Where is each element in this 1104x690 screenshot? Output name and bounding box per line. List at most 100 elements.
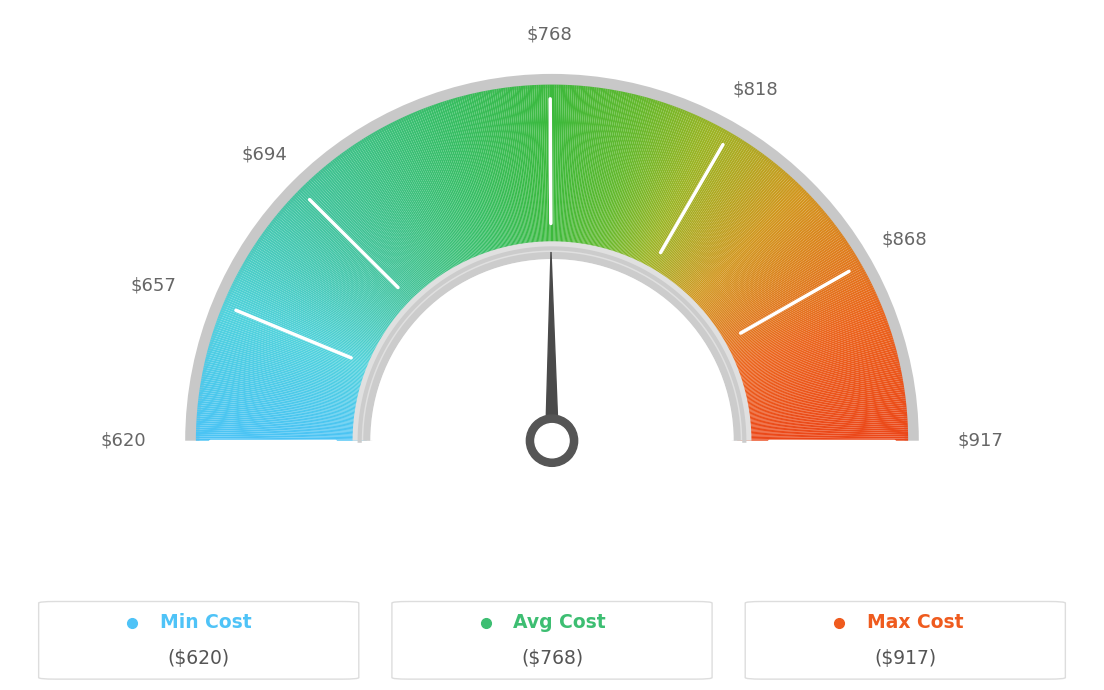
- Wedge shape: [718, 283, 872, 359]
- Wedge shape: [208, 350, 373, 395]
- Wedge shape: [224, 299, 382, 368]
- Wedge shape: [641, 128, 725, 279]
- Wedge shape: [413, 112, 480, 270]
- Wedge shape: [728, 328, 891, 384]
- Wedge shape: [320, 169, 432, 300]
- Wedge shape: [195, 436, 367, 440]
- Wedge shape: [694, 212, 827, 323]
- FancyBboxPatch shape: [39, 602, 359, 679]
- Wedge shape: [347, 149, 446, 290]
- Wedge shape: [332, 159, 438, 295]
- Wedge shape: [692, 208, 824, 321]
- Wedge shape: [686, 194, 810, 313]
- Wedge shape: [365, 137, 456, 283]
- Wedge shape: [216, 318, 379, 378]
- Wedge shape: [204, 361, 372, 400]
- Wedge shape: [289, 199, 416, 315]
- Wedge shape: [708, 248, 852, 342]
- Wedge shape: [682, 187, 804, 310]
- Wedge shape: [247, 254, 394, 344]
- Wedge shape: [236, 275, 389, 355]
- Wedge shape: [655, 144, 751, 287]
- Wedge shape: [543, 85, 549, 255]
- Wedge shape: [305, 183, 424, 307]
- Wedge shape: [634, 121, 712, 275]
- Wedge shape: [495, 89, 523, 258]
- Wedge shape: [352, 145, 449, 288]
- Wedge shape: [699, 224, 836, 329]
- Circle shape: [527, 415, 577, 466]
- Wedge shape: [199, 394, 369, 417]
- Wedge shape: [704, 239, 847, 337]
- Wedge shape: [427, 106, 488, 267]
- Wedge shape: [338, 155, 442, 293]
- Wedge shape: [737, 423, 907, 433]
- Wedge shape: [396, 119, 473, 274]
- Wedge shape: [226, 295, 383, 366]
- Wedge shape: [705, 242, 849, 339]
- Wedge shape: [622, 110, 688, 269]
- Wedge shape: [195, 432, 367, 437]
- Wedge shape: [223, 302, 382, 369]
- Wedge shape: [197, 414, 368, 428]
- Wedge shape: [721, 295, 878, 366]
- Wedge shape: [317, 172, 431, 302]
- Wedge shape: [628, 116, 700, 272]
- Wedge shape: [199, 396, 369, 419]
- Wedge shape: [574, 87, 596, 257]
- Wedge shape: [508, 87, 530, 257]
- Wedge shape: [691, 205, 820, 319]
- Text: $868: $868: [882, 230, 927, 248]
- Wedge shape: [609, 102, 665, 265]
- Wedge shape: [689, 202, 818, 317]
- Wedge shape: [731, 350, 896, 395]
- Wedge shape: [627, 115, 698, 272]
- Wedge shape: [201, 376, 370, 408]
- Text: $620: $620: [100, 432, 146, 450]
- Wedge shape: [709, 252, 856, 344]
- Wedge shape: [411, 113, 479, 270]
- Polygon shape: [545, 252, 559, 441]
- Text: Max Cost: Max Cost: [867, 613, 963, 632]
- Wedge shape: [506, 88, 529, 257]
- Wedge shape: [712, 262, 861, 348]
- Wedge shape: [716, 277, 869, 357]
- Wedge shape: [223, 304, 381, 371]
- Wedge shape: [736, 416, 907, 429]
- Wedge shape: [699, 222, 835, 328]
- Wedge shape: [300, 187, 422, 310]
- Wedge shape: [734, 381, 903, 411]
- Wedge shape: [466, 95, 508, 261]
- Wedge shape: [195, 434, 367, 438]
- Wedge shape: [675, 174, 789, 303]
- Wedge shape: [670, 166, 781, 299]
- Wedge shape: [373, 132, 459, 281]
- Wedge shape: [418, 110, 484, 269]
- Wedge shape: [591, 92, 627, 259]
- Wedge shape: [311, 177, 427, 304]
- Wedge shape: [197, 421, 368, 431]
- Wedge shape: [724, 310, 884, 373]
- Wedge shape: [734, 372, 902, 406]
- Wedge shape: [683, 190, 807, 311]
- Wedge shape: [501, 88, 527, 257]
- Wedge shape: [392, 121, 470, 275]
- Wedge shape: [285, 204, 414, 318]
- Wedge shape: [734, 378, 903, 409]
- Wedge shape: [737, 434, 909, 438]
- Wedge shape: [470, 94, 510, 261]
- Wedge shape: [728, 326, 890, 382]
- Wedge shape: [266, 226, 404, 330]
- Wedge shape: [277, 212, 410, 323]
- Wedge shape: [222, 306, 381, 371]
- Wedge shape: [715, 273, 868, 355]
- Wedge shape: [209, 344, 374, 391]
- Wedge shape: [275, 215, 408, 324]
- Wedge shape: [201, 381, 370, 411]
- Wedge shape: [379, 128, 463, 279]
- Wedge shape: [294, 194, 418, 313]
- Wedge shape: [391, 122, 469, 276]
- Wedge shape: [735, 394, 905, 417]
- Wedge shape: [262, 233, 402, 334]
- Wedge shape: [613, 104, 670, 266]
